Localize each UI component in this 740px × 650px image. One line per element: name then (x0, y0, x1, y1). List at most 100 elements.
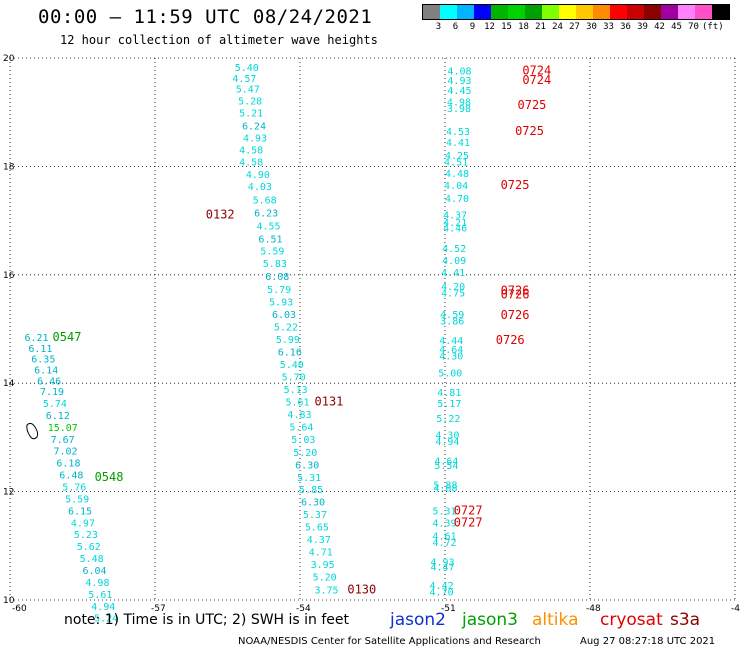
legend-swatch (457, 5, 474, 19)
wave-height-value: 6.30 (301, 498, 325, 509)
legend-label: 36 (620, 22, 631, 32)
wave-height-value: 4.41 (441, 268, 465, 279)
lon-tick-label: -45 (731, 604, 740, 614)
satellite-label-cryosat: cryosat (600, 610, 663, 630)
legend-swatch (508, 5, 525, 19)
map-subtitle: 12 hour collection of altimeter wave hei… (60, 33, 378, 47)
wave-height-value: 7.67 (51, 435, 75, 446)
legend-swatch (644, 5, 661, 19)
wave-height-value: 4.47 (431, 563, 455, 574)
wave-height-value: 4.93 (447, 76, 471, 87)
lon-tick-label: -54 (296, 604, 311, 614)
wave-height-value: 6.24 (242, 122, 266, 133)
wave-height-value: 4.70 (445, 194, 469, 205)
legend-swatch (576, 5, 593, 19)
wave-height-value: 4.09 (442, 256, 466, 267)
wave-height-value: 5.31 (432, 506, 456, 517)
wave-height-value: 4.57 (232, 74, 256, 85)
map-title: 00:00 – 11:59 UTC 08/24/2021 (38, 6, 373, 28)
wave-height-value: 4.04 (444, 181, 468, 192)
wave-height-value: 4.46 (443, 223, 467, 234)
wave-height-value: 5.23 (74, 530, 98, 541)
wave-height-value: 4.61 (432, 531, 456, 542)
pass-time-label: 0547 (53, 330, 82, 344)
lat-tick-label: 14 (3, 379, 15, 389)
lat-tick-label: 18 (3, 162, 15, 172)
wave-height-value: 4.51 (444, 157, 468, 168)
wave-height-value: 5.40 (280, 360, 304, 371)
legend-swatch (440, 5, 457, 19)
island-outline (26, 422, 39, 440)
legend-label: 15 (501, 22, 512, 32)
legend-swatch (474, 5, 491, 19)
wave-height-value: 5.59 (260, 247, 284, 258)
wave-height-value: 5.85 (299, 485, 323, 496)
wave-height-value: 4.03 (248, 182, 272, 193)
lon-tick-label: -60 (12, 604, 27, 614)
wave-height-value: 5.70 (282, 372, 306, 383)
wave-height-value: 7.19 (40, 387, 64, 398)
legend-swatch (491, 5, 508, 19)
wave-height-value: 6.11 (28, 344, 52, 355)
satellite-label-altika: altika (532, 610, 579, 630)
wave-height-value: 5.93 (269, 298, 293, 309)
wave-height-value: 6.15 (68, 506, 92, 517)
wave-height-value: 4.48 (445, 169, 469, 180)
wave-height-value: 4.58 (239, 157, 263, 168)
wave-height-value: 4.53 (446, 127, 470, 138)
wave-height-value: 6.48 (59, 471, 83, 482)
wave-height-value: 4.37 (307, 535, 331, 546)
wave-height-value: 5.17 (437, 399, 461, 410)
wave-height-value: 6.08 (265, 272, 289, 283)
satellite-label-jason3: jason3 (462, 610, 518, 630)
wave-height-value: 4.30 (435, 430, 459, 441)
pass-time-label: 0725 (501, 178, 530, 192)
wave-height-value: 15.07 (48, 423, 78, 434)
wave-height-value: 5.59 (65, 494, 89, 505)
wave-height-value: 6.12 (46, 411, 70, 422)
wave-height-value: 6.03 (272, 310, 296, 321)
wave-height-value: 4.59 (440, 310, 464, 321)
lat-tick-label: 20 (3, 54, 15, 64)
legend-label: 12 (484, 22, 495, 32)
wave-height-value: 5.03 (291, 435, 315, 446)
wave-height-value: 5.28 (238, 97, 262, 108)
wave-height-value: 5.20 (313, 572, 337, 583)
wave-height-value: 4.98 (447, 98, 471, 109)
pass-time-label: 0131 (315, 394, 344, 408)
wave-height-value: 4.97 (71, 518, 95, 529)
legend-label: 30 (586, 22, 597, 32)
wave-height-value: 4.64 (434, 457, 458, 468)
wave-height-value: 6.21 (25, 333, 49, 344)
lon-tick-label: -48 (586, 604, 601, 614)
wave-height-value: 5.62 (77, 542, 101, 553)
wave-height-value: 4.83 (287, 410, 311, 421)
footer-note: note: 1) Time is in UTC; 2) SWH is in fe… (64, 612, 350, 628)
pass-time-label: 0724 (522, 63, 551, 77)
wave-height-value: 3.75 (315, 585, 339, 596)
legend-label: 18 (518, 22, 529, 32)
wave-height-value: 7.02 (54, 447, 78, 458)
lat-tick-label: 12 (3, 488, 14, 498)
legend-label: 70 (688, 22, 699, 32)
wave-height-value: 4.52 (442, 244, 466, 255)
pass-time-label: 0726 (496, 333, 525, 347)
legend-labels: 3 6 9 12 15 18 21 24 27 30 33 36 39 42 45 70 (ft) (422, 20, 730, 32)
legend-label: 24 (552, 22, 563, 32)
wave-height-value: 6.16 (278, 348, 302, 359)
wave-height-value: 4.81 (437, 388, 461, 399)
wave-height-value: 6.23 (254, 208, 278, 219)
wave-height-value: 4.45 (447, 86, 471, 97)
legend-swatch (593, 5, 610, 19)
satellite-label-jason2: jason2 (390, 610, 446, 630)
legend-label: 6 (452, 22, 459, 32)
wave-height-value: 3.98 (447, 104, 471, 115)
wave-height-value: 6.18 (56, 459, 80, 470)
pass-time-label: 0727 (454, 515, 483, 529)
wave-height-value: 5.24 (94, 614, 118, 625)
legend-label: 45 (671, 22, 682, 32)
pass-time-label: 0727 (454, 503, 483, 517)
legend-swatch (542, 5, 559, 19)
lon-tick-label: -51 (441, 604, 456, 614)
